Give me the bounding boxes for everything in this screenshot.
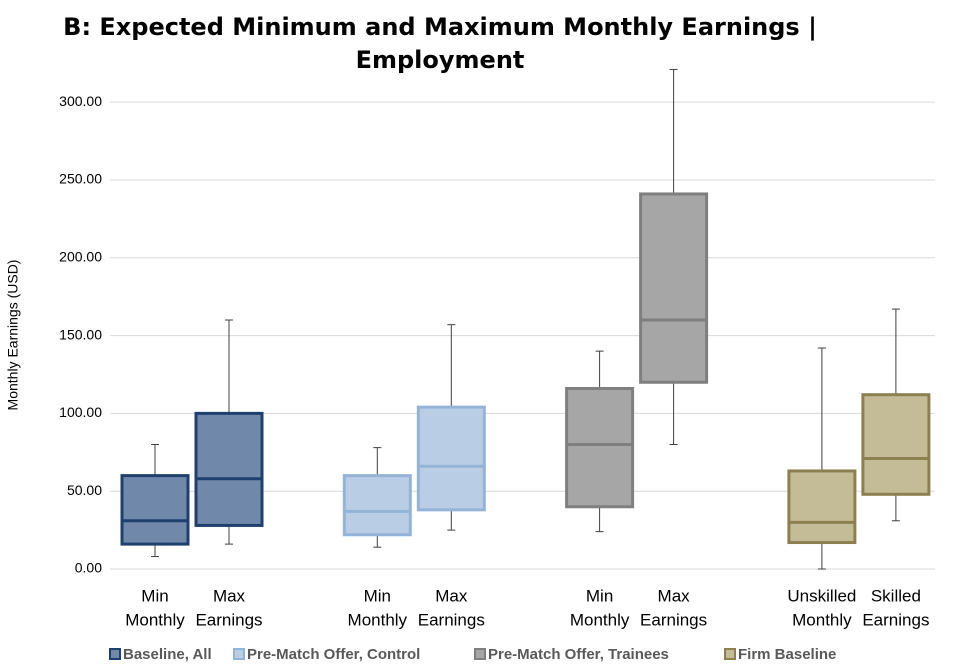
x-tick-label: Monthly [125, 610, 185, 629]
box [342, 474, 412, 537]
x-tick-label: Min [141, 586, 168, 605]
legend-swatch [474, 648, 486, 660]
y-tick-label: 150.00 [59, 326, 102, 342]
x-tick-label: Earnings [640, 610, 707, 629]
y-tick-label: 0.00 [75, 560, 102, 576]
x-tick-label: Max [658, 586, 691, 605]
x-tick-label: Earnings [195, 610, 262, 629]
y-axis-label: Monthly Earnings (USD) [5, 260, 21, 411]
box [787, 469, 857, 545]
x-tick-label: Monthly [348, 610, 408, 629]
y-tick-label: 200.00 [59, 248, 102, 264]
legend-label: Pre-Match Offer, Trainees [488, 646, 669, 663]
box [416, 405, 486, 512]
legend-label: Pre-Match Offer, Control [247, 646, 420, 663]
x-tick-label: Earnings [862, 610, 929, 629]
x-tick-label: Monthly [792, 610, 852, 629]
chart-title: B: Expected Minimum and Maximum Monthly … [63, 13, 817, 41]
box [639, 192, 709, 384]
chart-title: Employment [356, 46, 525, 74]
x-tick-label: Unskilled [787, 586, 856, 605]
box [120, 474, 190, 546]
y-tick-label: 250.00 [59, 171, 102, 187]
legend-swatch [233, 648, 245, 660]
y-tick-label: 50.00 [67, 482, 102, 498]
y-tick-label: 300.00 [59, 93, 102, 109]
legend-swatch [724, 648, 736, 660]
box [861, 393, 931, 496]
legend-label: Firm Baseline [738, 646, 836, 663]
x-tick-label: Max [435, 586, 468, 605]
x-tick-label: Min [586, 586, 613, 605]
x-tick-label: Monthly [570, 610, 630, 629]
x-tick-label: Max [213, 586, 246, 605]
y-tick-label: 100.00 [59, 404, 102, 420]
legend-label: Baseline, All [123, 646, 212, 663]
x-tick-label: Min [364, 586, 391, 605]
x-tick-label: Earnings [418, 610, 485, 629]
legend-swatch [109, 648, 121, 660]
box [194, 411, 264, 527]
box [565, 386, 635, 509]
x-tick-label: Skilled [871, 586, 921, 605]
